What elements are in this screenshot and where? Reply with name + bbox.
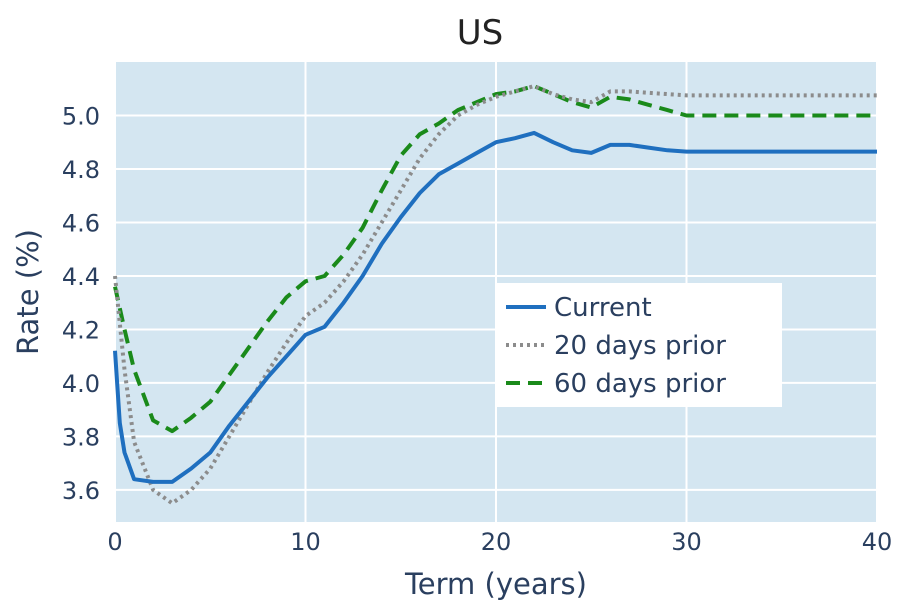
x-tick-label: 20 <box>481 528 512 556</box>
series-line-1 <box>113 84 877 506</box>
series-line-0 <box>113 130 877 484</box>
y-tick-label: 4.0 <box>62 370 100 398</box>
series-line-2 <box>113 84 877 434</box>
x-axis-label: Term (years) <box>404 567 587 601</box>
x-tick-label: 40 <box>862 528 893 556</box>
x-axis-ticks: 0 10 20 30 40 <box>107 528 892 556</box>
y-tick-label: 3.6 <box>62 477 100 505</box>
legend-label-1: 20 days prior <box>554 331 726 361</box>
y-axis-ticks: 3.6 3.8 4.0 4.2 4.4 4.6 4.8 5.0 <box>62 102 100 504</box>
y-axis-label: Rate (%) <box>11 229 45 355</box>
y-tick-label: 4.8 <box>62 156 100 184</box>
x-tick-label: 30 <box>671 528 702 556</box>
y-tick-label: 3.8 <box>62 423 100 451</box>
legend: Current 20 days prior 60 days prior <box>496 283 782 407</box>
y-tick-label: 5.0 <box>62 102 100 130</box>
series-layer <box>113 84 877 506</box>
y-tick-label: 4.6 <box>62 209 100 237</box>
x-tick-label: 10 <box>290 528 321 556</box>
chart-title: US <box>457 13 503 53</box>
legend-label-2: 60 days prior <box>554 369 726 399</box>
y-tick-label: 4.4 <box>62 263 100 291</box>
legend-label-0: Current <box>554 293 652 323</box>
y-tick-label: 4.2 <box>62 316 100 344</box>
x-tick-label: 0 <box>107 528 122 556</box>
